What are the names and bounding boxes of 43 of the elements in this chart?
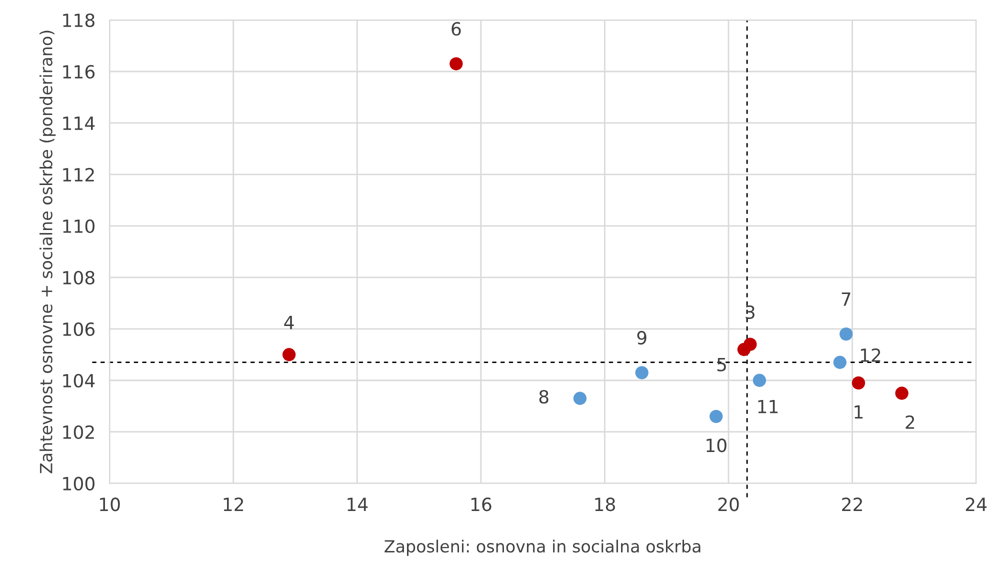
- point: [573, 392, 587, 405]
- point: [752, 374, 766, 387]
- point: [833, 356, 846, 369]
- x-tick-label: 18: [595, 498, 615, 512]
- y-tick-label: 100: [63, 476, 94, 490]
- point: [737, 342, 751, 356]
- x-tick-label: 16: [471, 498, 492, 512]
- x-tick-label: 22: [842, 498, 862, 511]
- x-tick-label: 12: [224, 498, 244, 511]
- annotation: 3: [746, 305, 754, 320]
- annotation: 10: [706, 438, 726, 452]
- point: [852, 376, 866, 390]
- x-tick-label: 14: [348, 498, 368, 511]
- x-tick-label: 10: [100, 498, 120, 512]
- y-tick-label: 116: [63, 64, 95, 79]
- y-tick-label: 104: [63, 374, 95, 388]
- x-tick-label: 24: [966, 498, 987, 511]
- point: [895, 386, 908, 400]
- annotation: 5: [717, 358, 726, 372]
- y-tick-label: 118: [63, 13, 94, 28]
- point: [635, 366, 648, 380]
- annotation: 7: [842, 292, 850, 306]
- y-tick-label: 102: [63, 425, 94, 439]
- point: [450, 57, 463, 70]
- annotation: 9: [637, 330, 646, 345]
- annotation: 4: [284, 316, 294, 330]
- point: [282, 348, 296, 362]
- point: [710, 410, 723, 424]
- annotation: 8: [539, 390, 548, 404]
- x-axis-title: Zaposleni: osnovna in socialna oskrba: [384, 540, 700, 556]
- annotation: 12: [860, 348, 880, 362]
- y-tick-label: 108: [63, 270, 94, 285]
- annotation: 6: [452, 22, 461, 36]
- annotation: 11: [758, 400, 778, 414]
- y-axis-title: Zahtevnost osnovne + socialne oskrbe (ponderirano): [40, 30, 56, 474]
- annotation: 2: [906, 415, 914, 429]
- annotation: 1: [854, 405, 863, 418]
- x-tick-label: 20: [718, 498, 739, 512]
- y-tick-label: 112: [63, 168, 94, 182]
- y-tick-label: 110: [63, 219, 94, 234]
- point: [840, 327, 853, 341]
- y-tick-label: 114: [63, 116, 95, 130]
- y-tick-label: 106: [63, 322, 95, 336]
